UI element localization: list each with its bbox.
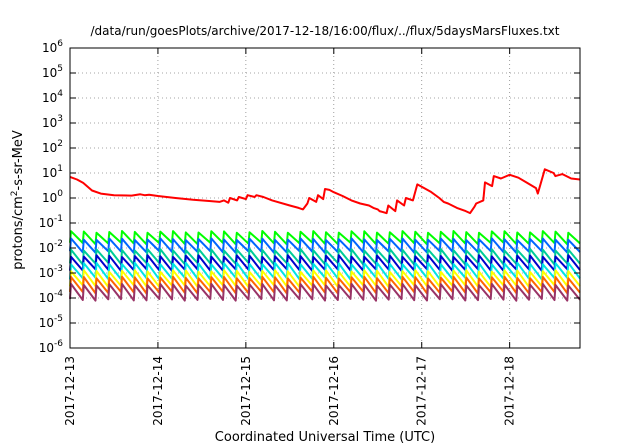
y-tick-base: 10 bbox=[39, 341, 54, 355]
y-axis-label-sup: 2 bbox=[10, 190, 20, 196]
y-tick-base: 10 bbox=[39, 241, 54, 255]
y-tick-exp: -1 bbox=[54, 214, 63, 224]
y-tick-base: 10 bbox=[42, 191, 57, 205]
x-tick-label: 2017-12-16 bbox=[327, 356, 341, 426]
y-tick-exp: 3 bbox=[57, 114, 63, 124]
y-tick-label: 10-3 bbox=[39, 264, 63, 280]
y-tick-label: 100 bbox=[42, 189, 63, 205]
y-tick-base: 10 bbox=[42, 141, 57, 155]
y-tick-base: 10 bbox=[39, 316, 54, 330]
chart-title: /data/run/goesPlots/archive/2017-12-18/1… bbox=[91, 24, 560, 38]
x-tick-label: 2017-12-13 bbox=[63, 356, 77, 426]
y-tick-label: 10-1 bbox=[39, 214, 63, 230]
y-tick-base: 10 bbox=[39, 291, 54, 305]
y-tick-label: 104 bbox=[42, 89, 63, 105]
y-tick-label: 10-5 bbox=[39, 314, 63, 330]
y-tick-exp: 0 bbox=[57, 189, 63, 199]
x-axis: 2017-12-13 2017-12-14 2017-12-15 2017-12-16… bbox=[63, 48, 517, 426]
y-tick-exp: 5 bbox=[57, 64, 63, 74]
y-tick-base: 10 bbox=[39, 216, 54, 230]
y-tick-exp: 4 bbox=[57, 89, 63, 99]
y-axis: 10-610-510-410-310-210-11001011021031041… bbox=[39, 39, 580, 355]
y-tick-base: 10 bbox=[42, 66, 57, 80]
y-tick-exp: 2 bbox=[57, 139, 63, 149]
y-tick-exp: -3 bbox=[54, 264, 63, 274]
y-axis-label: protons/cm2-s-sr-MeV bbox=[10, 130, 26, 270]
x-axis-label: Coordinated Universal Time (UTC) bbox=[215, 430, 435, 445]
x-tick-label: 2017-12-14 bbox=[151, 356, 165, 426]
y-tick-exp: 1 bbox=[57, 164, 63, 174]
y-tick-base: 10 bbox=[42, 41, 57, 55]
y-tick-exp: -2 bbox=[54, 239, 63, 249]
y-tick-exp: -6 bbox=[54, 339, 63, 349]
series-layer bbox=[69, 168, 581, 302]
x-tick-label: 2017-12-18 bbox=[503, 356, 517, 426]
y-tick-label: 105 bbox=[42, 64, 63, 80]
y-tick-base: 10 bbox=[42, 91, 57, 105]
series-line-8 bbox=[69, 282, 581, 302]
y-tick-base: 10 bbox=[42, 116, 57, 130]
series-line-0 bbox=[69, 168, 581, 215]
grid bbox=[70, 48, 580, 348]
y-tick-exp: 6 bbox=[57, 39, 63, 49]
y-tick-exp: -4 bbox=[54, 289, 63, 299]
y-tick-exp: -5 bbox=[54, 314, 63, 324]
x-tick-label: 2017-12-15 bbox=[239, 356, 253, 426]
y-axis-label-rest: -s-sr-MeV bbox=[11, 130, 26, 190]
y-tick-label: 10-2 bbox=[39, 239, 63, 255]
y-tick-label: 103 bbox=[42, 114, 63, 130]
y-tick-label: 101 bbox=[42, 164, 63, 180]
x-tick-label: 2017-12-17 bbox=[415, 356, 429, 426]
y-tick-label: 10-4 bbox=[39, 289, 64, 305]
y-tick-label: 102 bbox=[42, 139, 63, 155]
y-tick-label: 106 bbox=[42, 39, 63, 55]
y-tick-label: 10-6 bbox=[39, 339, 64, 355]
y-tick-base: 10 bbox=[39, 266, 54, 280]
y-axis-label-base: protons/cm bbox=[11, 196, 26, 270]
y-tick-base: 10 bbox=[42, 166, 57, 180]
